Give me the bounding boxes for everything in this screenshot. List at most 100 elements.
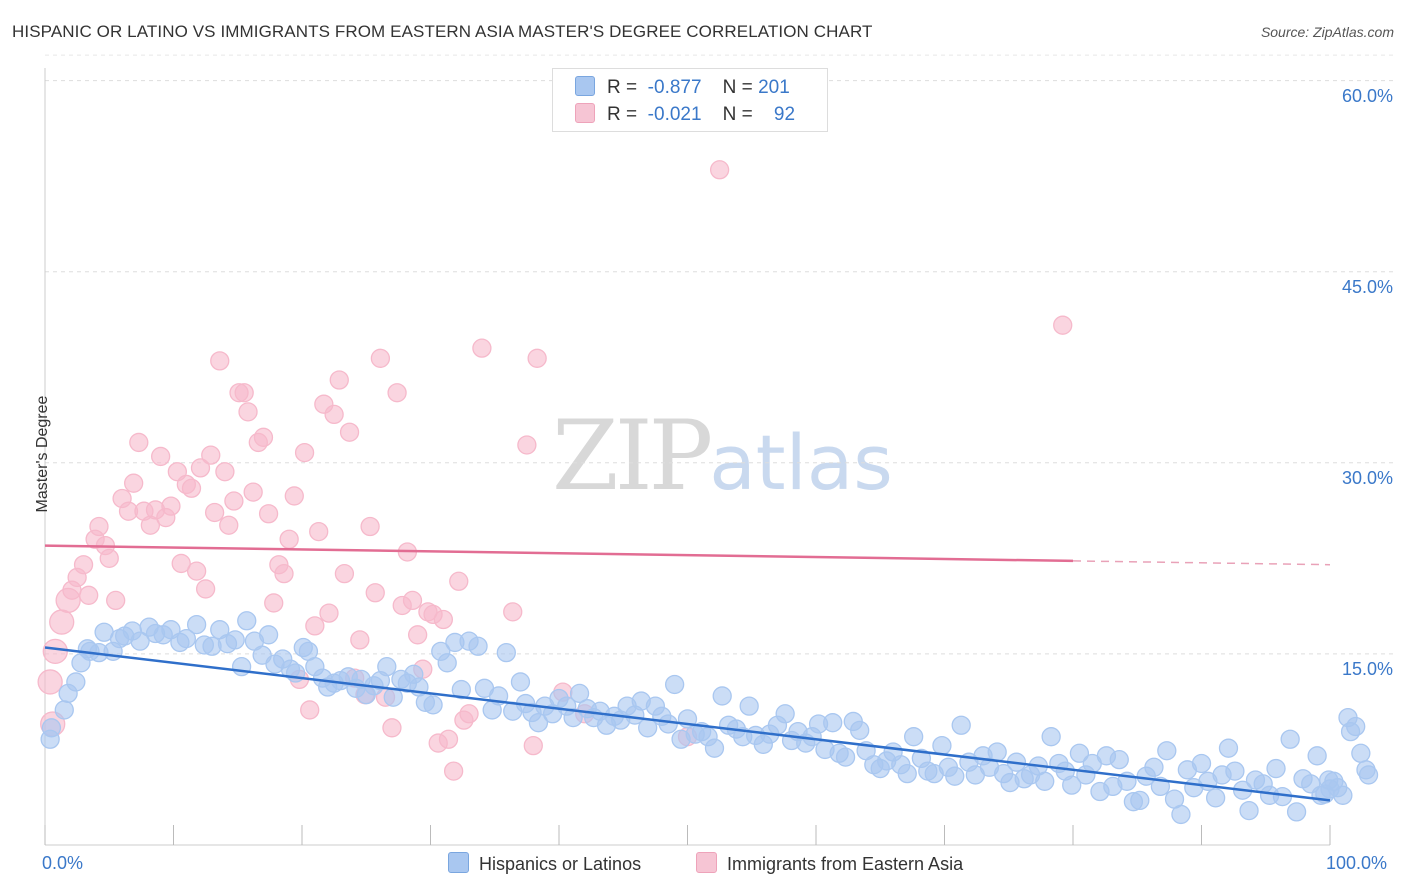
eastern-asia-points: [37, 160, 1073, 781]
eastern-asia-point: [443, 761, 464, 781]
eastern-asia-point: [106, 590, 126, 611]
eastern-asia-point: [329, 370, 349, 390]
eastern-asia-point: [99, 548, 119, 568]
gridlines: [45, 54, 1395, 655]
eastern-asia-point: [527, 348, 547, 368]
hispanic-point: [945, 766, 965, 786]
eastern-asia-point: [73, 555, 94, 575]
hispanic-point: [1307, 746, 1327, 766]
legend-swatch-pink: [575, 103, 595, 123]
eastern-asia-point: [186, 561, 207, 581]
legend-n-label: N =: [722, 77, 753, 98]
y-tick-30: 30.0%: [1341, 468, 1393, 488]
hispanic-point: [1191, 753, 1212, 774]
y-tick-15: 15.0%: [1341, 659, 1393, 679]
legend-n-value: 201: [758, 77, 790, 98]
eastern-asia-point: [264, 593, 284, 613]
hispanic-point: [1286, 802, 1307, 822]
bottom-legend-label: Immigrants from Eastern Asia: [727, 854, 964, 874]
eastern-asia-point: [89, 516, 109, 537]
eastern-asia-point: [279, 529, 299, 549]
hispanic-point: [665, 674, 685, 695]
hispanic-point: [54, 700, 74, 720]
bottom-legend-swatch-blue: [448, 852, 469, 873]
eastern-asia-point: [238, 402, 258, 422]
hispanic-points: [40, 611, 1379, 825]
eastern-asia-point: [365, 583, 385, 603]
hispanic-point: [1266, 758, 1286, 779]
hispanic-point: [823, 713, 843, 733]
hispanic-point: [1280, 729, 1300, 749]
eastern-asia-point: [472, 338, 492, 358]
eastern-asia-point: [360, 516, 380, 537]
chart-title: HISPANIC OR LATINO VS IMMIGRANTS FROM EA…: [12, 22, 873, 41]
eastern-asia-point: [334, 563, 355, 584]
legend-n-label: N =: [722, 104, 753, 125]
eastern-asia-point: [42, 638, 68, 665]
eastern-asia-point: [124, 473, 144, 493]
legend-row-eastern-asia: R = -0.021 N = 92: [575, 103, 795, 125]
stats-legend: R = -0.877 N = 201 R = -0.021 N = 92: [552, 68, 828, 132]
hispanic-point: [775, 704, 795, 724]
hispanic-point: [66, 672, 86, 692]
hispanic-point: [528, 713, 549, 733]
hispanic-point: [423, 695, 443, 715]
eastern-asia-point: [181, 478, 202, 498]
hispanic-point: [1239, 800, 1259, 821]
eastern-asia-point: [215, 462, 235, 482]
hispanic-point: [1035, 771, 1055, 791]
hispanic-point: [1109, 749, 1129, 770]
eastern-asia-point: [219, 515, 239, 535]
eastern-asia-point: [1053, 315, 1073, 335]
legend-r-label: R =: [607, 77, 638, 98]
eastern-asia-point: [204, 502, 225, 523]
hispanic-point: [1218, 738, 1239, 758]
eastern-asia-point: [709, 160, 730, 180]
hispanic-point: [1130, 790, 1150, 811]
eastern-asia-point: [210, 351, 230, 371]
trend-lines: [44, 544, 1331, 802]
eastern-asia-point: [224, 491, 244, 511]
hispanic-point: [739, 696, 759, 716]
eastern-asia-point: [319, 603, 339, 623]
eastern-asia-point: [258, 504, 279, 524]
eastern-asia-point: [449, 571, 469, 591]
hispanic-point: [225, 630, 245, 650]
eastern-asia-point: [387, 383, 407, 403]
eastern-asia-point: [402, 590, 423, 611]
hispanic-point: [130, 631, 150, 651]
eastern-asia-trend-line: [44, 544, 1074, 563]
hispanic-point: [1346, 716, 1366, 737]
eastern-asia-point: [459, 704, 479, 724]
eastern-asia-point: [150, 446, 171, 467]
y-tick-45: 45.0%: [1341, 277, 1393, 297]
hispanic-point: [468, 636, 488, 656]
legend-r-value: -0.877: [647, 77, 702, 98]
eastern-asia-point: [243, 482, 263, 502]
x-tick-0: 0.0%: [42, 853, 84, 873]
hispanic-point: [712, 686, 732, 706]
hispanic-point: [1144, 757, 1164, 777]
hispanic-point: [1333, 785, 1353, 805]
hispanic-point: [237, 611, 257, 631]
hispanic-point: [377, 656, 397, 677]
hispanic-point: [40, 729, 60, 749]
hispanic-point: [496, 642, 516, 663]
eastern-asia-point: [324, 404, 344, 425]
eastern-asia-point: [433, 609, 454, 630]
bottom-legend-eastern-asia: Immigrants from Eastern Asia: [696, 852, 963, 875]
hispanic-point: [510, 672, 531, 692]
hispanic-point: [569, 683, 590, 704]
hispanic-trend-line: [44, 646, 1331, 802]
hispanic-point: [563, 707, 583, 728]
eastern-asia-point: [370, 348, 391, 368]
legend-r-label: R =: [607, 104, 638, 125]
hispanic-point: [451, 679, 471, 700]
eastern-asia-point: [517, 435, 537, 455]
hispanic-point: [1157, 741, 1177, 761]
bottom-legend-hispanic: Hispanics or Latinos: [448, 852, 641, 875]
eastern-asia-point: [503, 602, 523, 622]
bottom-legend-swatch-pink: [696, 852, 717, 873]
eastern-asia-point: [300, 700, 320, 720]
eastern-asia-point: [523, 735, 543, 756]
